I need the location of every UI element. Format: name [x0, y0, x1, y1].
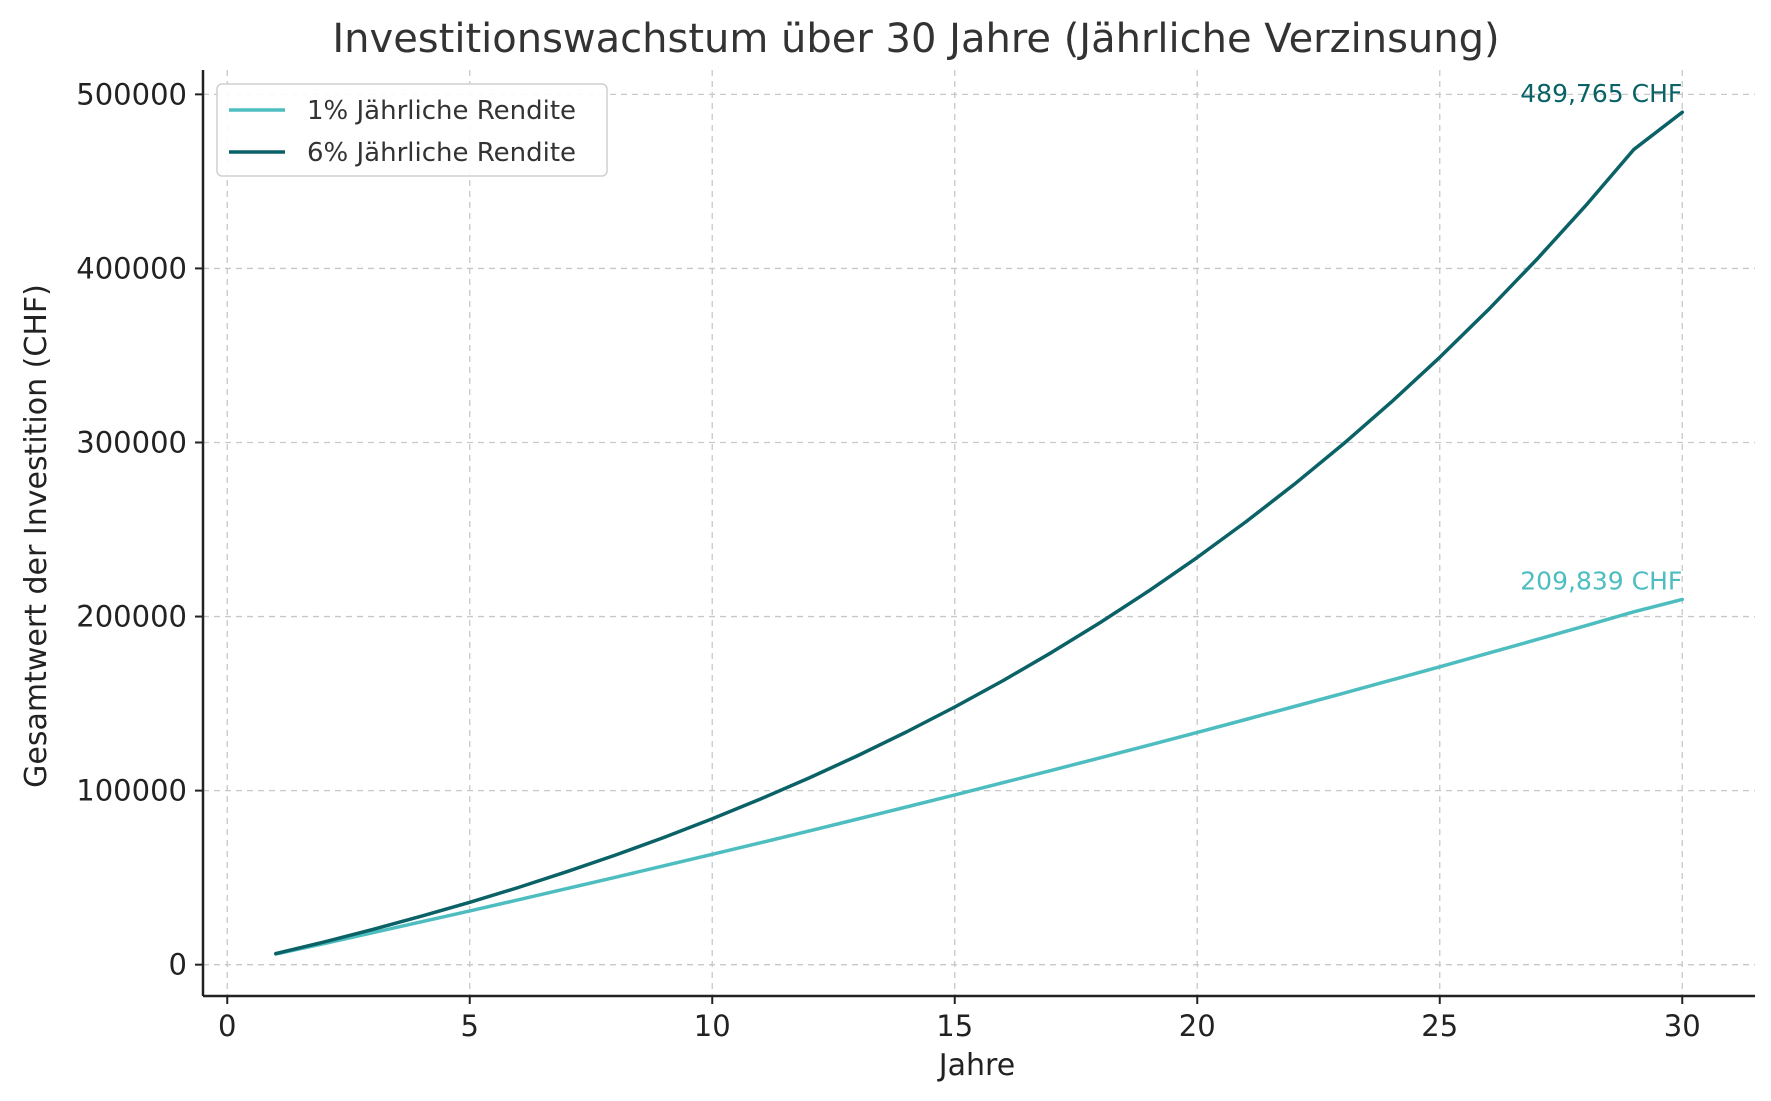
x-tick-label: 10 — [694, 1009, 731, 1043]
labels-layer: 0 5 10 15 20 25 30 0 100000 200000 300000 400000 500… — [76, 77, 1700, 1043]
y-tick-label: 400000 — [76, 251, 187, 285]
legend-label-2: 6% Jährliche Rendite — [307, 138, 576, 168]
grid-layer — [203, 70, 1755, 996]
x-tick-label: 0 — [218, 1009, 236, 1043]
legend: 1% Jährliche Rendite 6% Jährliche Rendite — [216, 83, 608, 177]
x-tick-label: 20 — [1179, 1009, 1216, 1043]
x-tick-label: 30 — [1664, 1009, 1701, 1043]
y-tick-label: 500000 — [76, 77, 187, 111]
series-line-1 — [274, 597, 1685, 956]
series-end-label-1: 209,839 CHF — [1520, 566, 1682, 595]
y-tick-label: 100000 — [76, 774, 187, 808]
x-axis-title: Jahre — [937, 1048, 1015, 1083]
y-tick-label: 200000 — [76, 600, 187, 634]
chart-title: Investitionswachstum über 30 Jahre (Jähr… — [332, 16, 1499, 62]
y-tick-label: 300000 — [76, 425, 187, 459]
x-tick-label: 5 — [461, 1009, 479, 1043]
x-tick-label: 15 — [936, 1009, 973, 1043]
x-tick-label: 25 — [1421, 1009, 1458, 1043]
y-tick-label: 0 — [169, 948, 187, 982]
axes-layer — [195, 70, 1755, 1004]
series-end-label-2: 489,765 CHF — [1520, 79, 1682, 108]
y-axis-title: Gesamtwert der Investition (CHF) — [19, 284, 54, 788]
series-line-2 — [274, 110, 1685, 956]
series-layer — [274, 110, 1685, 956]
legend-box — [216, 83, 608, 177]
legend-label-1: 1% Jährliche Rendite — [307, 96, 576, 126]
